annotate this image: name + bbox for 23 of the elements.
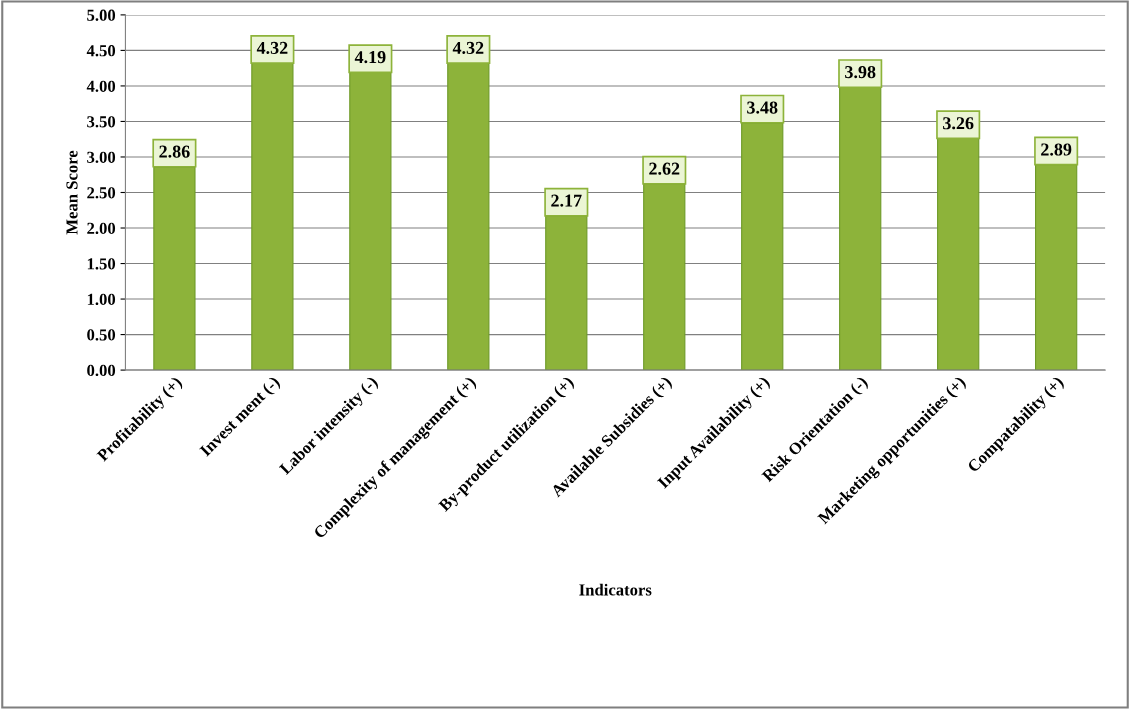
y-tick-label: 5.00	[87, 9, 116, 21]
data-label: 3.48	[747, 101, 778, 114]
y-tick-label: 3.50	[87, 116, 116, 128]
y-tick-label: 1.00	[87, 293, 116, 306]
y-tick-label: 4.50	[86, 45, 116, 57]
data-label: 3.26	[943, 117, 974, 130]
data-label: 4.32	[452, 41, 484, 55]
y-tick-label: 1.50	[87, 258, 116, 270]
y-axis-title: Mean Score	[66, 150, 78, 235]
data-label: 2.17	[551, 194, 582, 207]
y-tick-label: 3.00	[87, 151, 116, 163]
y-tick-label: 2.50	[87, 187, 116, 199]
data-label: 2.89	[1041, 143, 1072, 156]
data-label: 4.32	[256, 41, 288, 55]
y-tick-label: 0.50	[87, 329, 116, 341]
y-tick-label: 0.00	[87, 364, 116, 377]
data-label: 2.62	[649, 162, 680, 175]
y-tick-label: 4.00	[86, 80, 116, 92]
data-label: 4.19	[354, 51, 386, 64]
x-axis-title: Indicators	[579, 583, 652, 596]
data-label: 2.86	[159, 145, 190, 158]
data-label: 3.98	[845, 65, 876, 79]
y-tick-label: 2.00	[87, 222, 116, 235]
